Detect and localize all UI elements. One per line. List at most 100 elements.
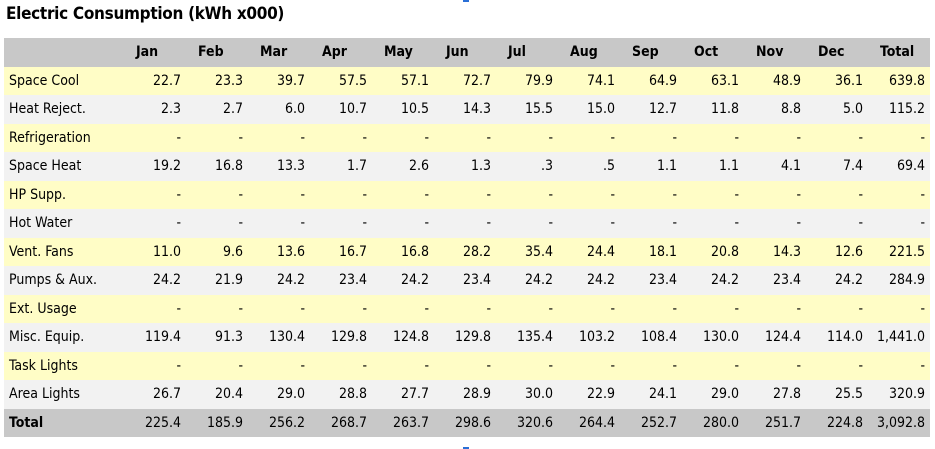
table-cell: 130.0	[682, 323, 744, 352]
table-cell: 280.0	[682, 408, 744, 437]
table-row: Vent. Fans 11.0 9.6 13.6 16.7 16.8 28.2 35.4 24.…	[4, 237, 930, 266]
table-cell: 115.2	[868, 95, 930, 124]
table-cell: 22.7	[124, 66, 186, 95]
row-label: Misc. Equip.	[4, 323, 124, 352]
table-cell: 24.4	[558, 237, 620, 266]
table-cell: 23.4	[744, 266, 806, 295]
table-cell: -	[124, 294, 186, 323]
table-cell: -	[620, 209, 682, 238]
row-label: HP Supp.	[4, 180, 124, 209]
row-label: Hot Water	[4, 209, 124, 238]
table-cell: 15.5	[496, 95, 558, 124]
table-cell: -	[558, 180, 620, 209]
table-cell: -	[434, 209, 496, 238]
table-cell: -	[372, 180, 434, 209]
table-cell: 2.6	[372, 152, 434, 181]
table-cell: -	[248, 180, 310, 209]
table-cell: -	[868, 351, 930, 380]
table-cell: 23.4	[310, 266, 372, 295]
table-cell: .3	[496, 152, 558, 181]
table-cell: -	[248, 123, 310, 152]
table-cell: -	[620, 294, 682, 323]
table-cell: 24.2	[124, 266, 186, 295]
table-row: Ext. Usage - - - - - - - - - - - - -	[4, 294, 930, 323]
table-cell: 24.2	[372, 266, 434, 295]
table-cell: 28.8	[310, 380, 372, 409]
table-cell: -	[806, 209, 868, 238]
table-cell: -	[310, 209, 372, 238]
table-cell: -	[124, 123, 186, 152]
table-cell: -	[496, 123, 558, 152]
table-cell: -	[310, 294, 372, 323]
table-cell: -	[434, 123, 496, 152]
table-cell: 91.3	[186, 323, 248, 352]
table-row: Task Lights - - - - - - - - - - - - -	[4, 351, 930, 380]
table-cell: 224.8	[806, 408, 868, 437]
row-label: Pumps & Aux.	[4, 266, 124, 295]
table-cell: -	[558, 123, 620, 152]
table-row: Pumps & Aux. 24.2 21.9 24.2 23.4 24.2 23.4 24.2…	[4, 266, 930, 295]
table-cell: 1.3	[434, 152, 496, 181]
table-cell: 72.7	[434, 66, 496, 95]
column-header: Aug	[558, 38, 620, 67]
column-header: Oct	[682, 38, 744, 67]
table-cell: 26.7	[124, 380, 186, 409]
table-cell: 28.9	[434, 380, 496, 409]
table-cell: 13.6	[248, 237, 310, 266]
table-cell: 268.7	[310, 408, 372, 437]
table-cell: 24.2	[248, 266, 310, 295]
table-cell: -	[186, 294, 248, 323]
table-cell: 1.1	[682, 152, 744, 181]
table-cell: -	[682, 180, 744, 209]
table-cell: -	[682, 123, 744, 152]
table-cell: -	[434, 180, 496, 209]
table-cell: -	[496, 180, 558, 209]
table-cell: 13.3	[248, 152, 310, 181]
table-cell: 14.3	[744, 237, 806, 266]
table-cell: -	[868, 180, 930, 209]
table-cell: -	[868, 123, 930, 152]
table-cell: 27.7	[372, 380, 434, 409]
row-label: Space Heat	[4, 152, 124, 181]
table-cell: 24.2	[496, 266, 558, 295]
table-cell: 263.7	[372, 408, 434, 437]
table-row: Space Heat 19.2 16.8 13.3 1.7 2.6 1.3.3.5 1.1 1.…	[4, 152, 930, 181]
table-cell: -	[744, 123, 806, 152]
table-row: Misc. Equip. 119.4 91.3 130.4 129.8 124.8 129.…	[4, 323, 930, 352]
table-row: Space Cool 22.7 23.3 39.7 57.5 57.1 72.7 79.9 74…	[4, 66, 930, 95]
table-cell: -	[186, 123, 248, 152]
table-row: Total 225.4 185.9 256.2 268.7 263.7 298.6 320.6…	[4, 408, 930, 437]
table-cell: 16.7	[310, 237, 372, 266]
table-cell: 29.0	[682, 380, 744, 409]
table-cell: 57.1	[372, 66, 434, 95]
table-cell: 23.4	[434, 266, 496, 295]
table-cell: -	[186, 351, 248, 380]
table-cell: 23.3	[186, 66, 248, 95]
table-row: Hot Water - - - - - - - - - - - - -	[4, 209, 930, 238]
table-cell: 320.9	[868, 380, 930, 409]
table-cell: 119.4	[124, 323, 186, 352]
table-cell: 21.9	[186, 266, 248, 295]
table-cell: 1.1	[620, 152, 682, 181]
table-cell: 18.1	[620, 237, 682, 266]
table-header-row: Jan Feb Mar Apr May Jun Jul Aug Sep Oct Nov Dec Tota…	[4, 38, 930, 67]
column-header: Jan	[124, 38, 186, 67]
table-cell: -	[248, 351, 310, 380]
table-cell: 252.7	[620, 408, 682, 437]
table-cell: 639.8	[868, 66, 930, 95]
table-cell: -	[682, 351, 744, 380]
table-cell: 24.2	[806, 266, 868, 295]
table-cell: 25.5	[806, 380, 868, 409]
table-cell: 36.1	[806, 66, 868, 95]
table-cell: 129.8	[434, 323, 496, 352]
table-cell: 284.9	[868, 266, 930, 295]
table-cell: 69.4	[868, 152, 930, 181]
table-cell: 28.2	[434, 237, 496, 266]
table-cell: 124.8	[372, 323, 434, 352]
table-cell: 1.7	[310, 152, 372, 181]
table-cell: 129.8	[310, 323, 372, 352]
top-edge-marker	[463, 0, 469, 2]
column-header: Sep	[620, 38, 682, 67]
table-cell: 251.7	[744, 408, 806, 437]
column-header: Nov	[744, 38, 806, 67]
